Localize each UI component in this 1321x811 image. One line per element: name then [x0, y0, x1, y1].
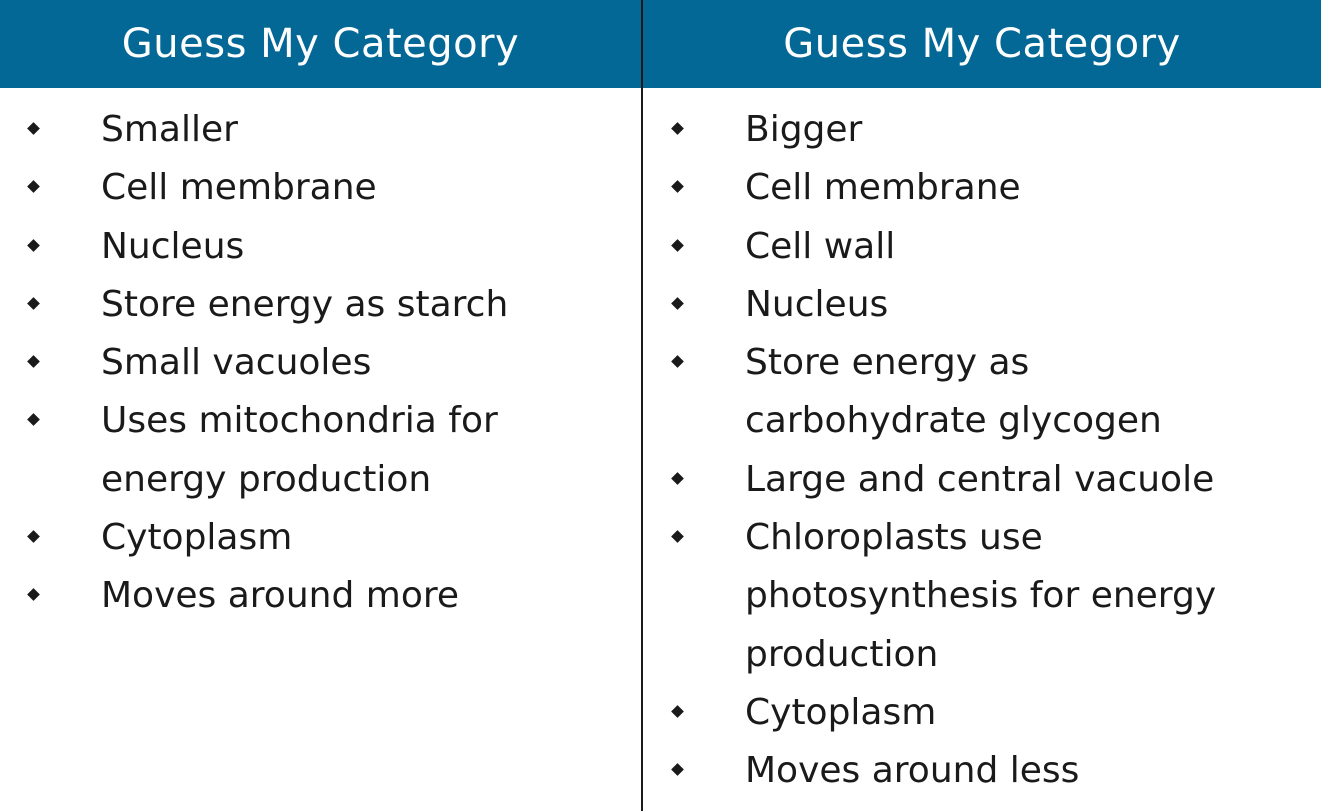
left-column-header: Guess My Category [0, 0, 641, 88]
list-item: Large and central vacuole [643, 451, 1321, 509]
list-item: Cell membrane [643, 159, 1321, 217]
list-item: Store energy as carbohydrate glycogen [643, 334, 1321, 451]
list-item: Uses mitochondria for energy production [0, 392, 641, 509]
list-item: Smaller [0, 101, 641, 159]
list-item: Cell membrane [0, 159, 641, 217]
list-item-text: Cell wall [745, 225, 896, 267]
list-item: Small vacuoles [0, 334, 641, 392]
list-item-text: Moves around more [101, 575, 460, 617]
right-column: Guess My Category Bigger Cell membrane Cel… [643, 0, 1321, 811]
diamond-bullet-icon [29, 509, 41, 521]
list-item-text: Small vacuoles [101, 342, 372, 384]
list-item-text: Store energy as carbohydrate glycogen [745, 342, 1162, 442]
diamond-bullet-icon [29, 392, 41, 404]
list-item-text: Cytoplasm [745, 691, 937, 733]
diamond-bullet-icon [673, 334, 685, 346]
diamond-bullet-icon [673, 684, 685, 696]
right-item-list: Bigger Cell membrane Cell wall Nucleus Store… [643, 101, 1321, 801]
diamond-bullet-icon [673, 276, 685, 288]
diamond-bullet-icon [29, 159, 41, 171]
diamond-bullet-icon [29, 101, 41, 113]
list-item: Chloroplasts use photosynthesis for ener… [643, 509, 1321, 684]
list-item-text: Cell membrane [745, 167, 1021, 209]
diamond-bullet-icon [673, 451, 685, 463]
diamond-bullet-icon [29, 334, 41, 346]
left-column-title: Guess My Category [121, 21, 520, 67]
list-item-text: Nucleus [745, 283, 889, 325]
list-item: Moves around more [0, 567, 641, 625]
list-item-text: Bigger [745, 109, 863, 150]
diamond-bullet-icon [673, 742, 685, 754]
left-column: Guess My Category Smaller Cell membrane Nu… [0, 0, 643, 811]
list-item: Nucleus [643, 276, 1321, 334]
diamond-bullet-icon [673, 101, 685, 113]
right-column-header: Guess My Category [643, 0, 1321, 88]
list-item-text: Smaller [101, 109, 238, 150]
right-column-title: Guess My Category [783, 21, 1181, 67]
list-item-text: Store energy as starch [101, 283, 509, 325]
diamond-bullet-icon [673, 159, 685, 171]
list-item-text: Nucleus [101, 225, 245, 267]
list-item-text: Chloroplasts use photosynthesis for ener… [745, 517, 1217, 675]
diamond-bullet-icon [29, 276, 41, 288]
list-item: Cytoplasm [0, 509, 641, 567]
diamond-bullet-icon [673, 218, 685, 230]
list-item: Cell wall [643, 218, 1321, 276]
list-item-text: Cell membrane [101, 167, 377, 209]
left-item-list: Smaller Cell membrane Nucleus Store energy … [0, 101, 641, 626]
list-item-text: Cytoplasm [101, 517, 293, 559]
list-item: Bigger [643, 101, 1321, 159]
list-item-text: Large and central vacuole [745, 458, 1215, 500]
diamond-bullet-icon [29, 218, 41, 230]
list-item-text: Uses mitochondria for energy production [101, 400, 498, 500]
list-item: Moves around less [643, 742, 1321, 800]
list-item: Store energy as starch [0, 276, 641, 334]
list-item: Nucleus [0, 218, 641, 276]
list-item-text: Moves around less [745, 750, 1080, 792]
diamond-bullet-icon [29, 567, 41, 579]
diamond-bullet-icon [673, 509, 685, 521]
list-item: Cytoplasm [643, 684, 1321, 742]
